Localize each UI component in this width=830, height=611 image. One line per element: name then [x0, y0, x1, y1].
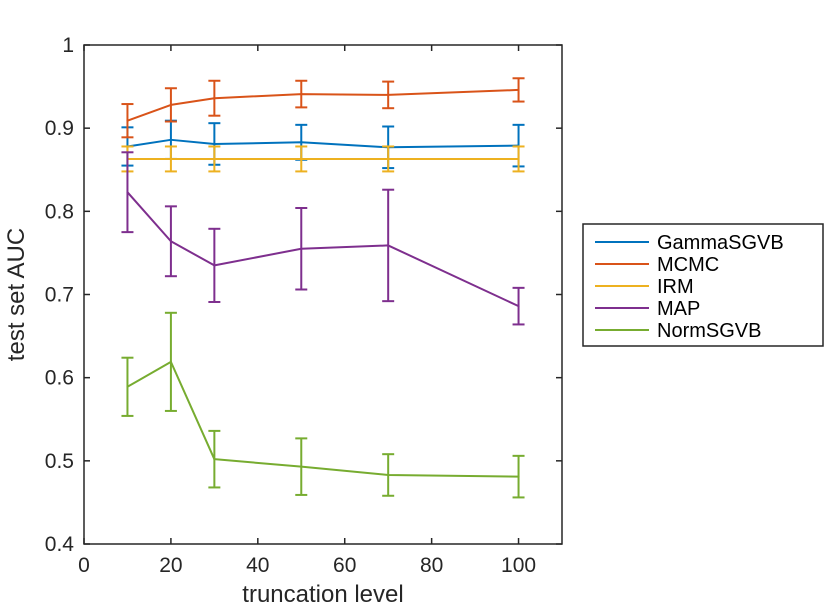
data-point	[387, 157, 390, 160]
legend-label: NormSGVB	[657, 320, 761, 342]
series-MCMC	[121, 77, 525, 139]
data-point	[517, 305, 520, 308]
series-line	[127, 88, 519, 122]
y-tick-label: 0.6	[45, 367, 74, 390]
x-tick-label: 40	[246, 554, 269, 577]
x-tick-label: 20	[159, 554, 182, 577]
data-point	[126, 191, 129, 194]
data-point	[126, 119, 129, 122]
series-line	[126, 360, 519, 478]
x-axis-label: truncation level	[242, 581, 403, 608]
legend-label: MCMC	[657, 254, 719, 276]
data-point	[169, 240, 172, 243]
series-line	[126, 191, 519, 308]
data-point	[387, 473, 390, 476]
y-tick-label: 1	[62, 34, 74, 57]
series-line	[127, 138, 519, 149]
data-point	[387, 93, 390, 96]
y-tick-label: 0.8	[45, 200, 74, 223]
x-tick-label: 60	[333, 554, 356, 577]
data-point	[213, 458, 216, 461]
data-point	[300, 141, 303, 144]
legend-label: MAP	[657, 298, 700, 320]
plot-area	[84, 45, 562, 544]
axes: 0 20 40 60 80 100 0.4 0.5 0.6 0.7 0.8 0.9 1	[45, 34, 563, 577]
data-point	[213, 142, 216, 145]
x-tick-label: 0	[78, 554, 90, 577]
x-tick-label: 80	[420, 554, 443, 577]
data-point	[213, 97, 216, 100]
y-tick-label: 0.7	[45, 284, 74, 307]
data-point	[213, 157, 216, 160]
data-point	[169, 360, 172, 363]
data-point	[169, 138, 172, 141]
plot-background	[84, 45, 562, 544]
y-tick-label: 0.5	[45, 450, 74, 473]
data-point	[213, 264, 216, 267]
data-point	[300, 465, 303, 468]
data-point	[126, 385, 129, 388]
data-point	[387, 244, 390, 247]
data-point	[300, 93, 303, 96]
data-point	[300, 247, 303, 250]
legend-label: GammaSGVB	[657, 232, 784, 254]
series-IRM	[121, 145, 525, 173]
data-point	[517, 475, 520, 478]
legend-label: IRM	[657, 276, 694, 298]
y-tick-label: 0.9	[45, 117, 74, 140]
y-axis-label: test set AUC	[3, 228, 30, 361]
data-point	[517, 157, 520, 160]
data-point	[300, 157, 303, 160]
series-NormSGVB	[121, 311, 525, 499]
data-point	[169, 103, 172, 106]
y-tick-label: 0.4	[45, 533, 75, 556]
series-MAP	[121, 151, 525, 326]
x-tick-label: 100	[501, 554, 536, 577]
data-point	[517, 88, 520, 91]
data-point	[169, 157, 172, 160]
